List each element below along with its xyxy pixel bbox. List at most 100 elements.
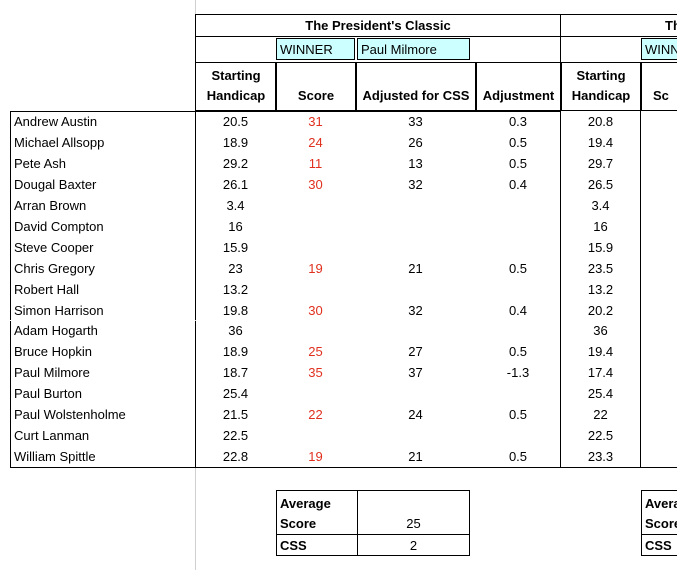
cell: 23 (228, 260, 243, 276)
cell: 0.4 (508, 176, 528, 192)
cell: 18.7 (222, 365, 249, 381)
player-name: Steve Cooper (10, 236, 196, 258)
cell: 13.2 (587, 281, 614, 297)
winner-name: Paul Milmore (357, 38, 470, 60)
column-header: Adjustment (475, 62, 562, 111)
column-header: Starting Handicap (560, 62, 642, 111)
cell: 32 (408, 302, 423, 318)
cell: 26.5 (587, 176, 614, 192)
cell: 20.8 (587, 113, 614, 129)
player-name: Dougal Baxter (10, 173, 196, 195)
cell: 30 (308, 176, 323, 192)
border (10, 467, 561, 469)
cell: 29.7 (587, 155, 614, 171)
border (560, 467, 677, 469)
cell: 36 (228, 323, 243, 339)
cell: 0.3 (508, 113, 528, 129)
cell: 22 (308, 407, 323, 423)
cell: 3.4 (226, 197, 245, 213)
cell: 26.1 (222, 176, 249, 192)
player-name: Curt Lanman (10, 425, 196, 447)
next-average-label: Avera Score (641, 490, 677, 535)
player-name: Paul Burton (10, 383, 196, 405)
cell (475, 195, 561, 216)
column-header: Score (275, 62, 357, 111)
cell: 13 (408, 155, 423, 171)
next-event-title: Th (560, 14, 677, 37)
player-name: Adam Hogarth (10, 320, 196, 342)
cell (475, 383, 561, 404)
player-name: William Spittle (10, 446, 196, 468)
cell: 0.5 (508, 155, 528, 171)
cell: 19.4 (587, 344, 614, 360)
cell (355, 237, 476, 258)
next-winner-label: WINN (641, 38, 677, 60)
css-label: CSS (276, 534, 358, 556)
cell (275, 425, 356, 446)
next-average-label-line: Avera (645, 496, 677, 511)
cell: 19.4 (587, 134, 614, 150)
player-name: Pete Ash (10, 152, 196, 174)
cell (475, 321, 561, 342)
player-name: Chris Gregory (10, 257, 196, 279)
cell: 36 (593, 323, 608, 339)
column-header: Starting Handicap (195, 62, 277, 111)
next-css-label: CSS (641, 534, 677, 556)
cell: 25.4 (222, 386, 249, 402)
cell: 13.2 (222, 281, 249, 297)
border (640, 111, 641, 468)
player-name: Simon Harrison (10, 299, 196, 321)
cell: 15.9 (587, 239, 614, 255)
cell: 20.2 (587, 302, 614, 318)
cell (475, 279, 561, 300)
cell: 23.3 (587, 449, 614, 465)
css-value: 2 (357, 534, 470, 556)
cell: 20.5 (222, 113, 249, 129)
player-name: David Compton (10, 215, 196, 237)
cell: 0.5 (508, 344, 528, 360)
cell (355, 216, 476, 237)
cell: 33 (408, 113, 423, 129)
cell: 37 (408, 365, 423, 381)
border (10, 111, 561, 112)
cell: 3.4 (591, 197, 610, 213)
cell (355, 195, 476, 216)
player-name: Arran Brown (10, 194, 196, 216)
average-label: Average Score (276, 490, 358, 535)
event-title: The President's Classic (195, 14, 561, 37)
cell: 24 (308, 134, 323, 150)
cell: 22.5 (222, 428, 249, 444)
cell: 18.9 (222, 344, 249, 360)
player-name: Bruce Hopkin (10, 341, 196, 363)
cell: 22.5 (587, 428, 614, 444)
cell (475, 237, 561, 258)
cell: 29.2 (222, 155, 249, 171)
cell: 25 (308, 344, 323, 360)
cell (355, 279, 476, 300)
cell: 27 (408, 344, 423, 360)
cell (475, 425, 561, 446)
player-name: Robert Hall (10, 278, 196, 300)
cell: 26 (408, 134, 423, 150)
cell: 30 (308, 302, 323, 318)
cell: 21.5 (222, 407, 249, 423)
cell: 22.8 (222, 449, 249, 465)
cell: 21 (408, 449, 423, 465)
cell (275, 279, 356, 300)
cell: 31 (308, 113, 323, 129)
cell: 11 (308, 155, 323, 171)
cell: 19 (308, 260, 323, 276)
cell: 0.5 (508, 407, 528, 423)
cell (275, 383, 356, 404)
cell: 24 (408, 407, 423, 423)
cell: 15.9 (222, 239, 249, 255)
cell (275, 216, 356, 237)
cell: 19.8 (222, 302, 249, 318)
next-average-label-line: Score (645, 516, 677, 531)
border (560, 111, 561, 468)
player-name: Paul Milmore (10, 362, 196, 384)
cell: -1.3 (506, 365, 530, 381)
cell (355, 425, 476, 446)
cell: 0.5 (508, 449, 528, 465)
